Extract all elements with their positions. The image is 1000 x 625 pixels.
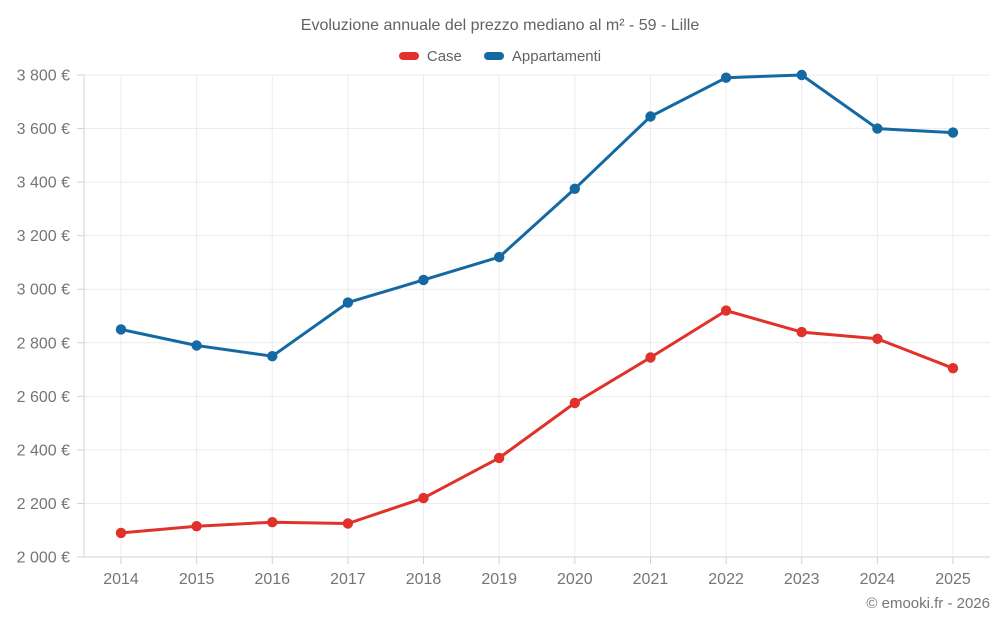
- legend-swatch-case-icon: [398, 52, 419, 60]
- y-tick-label-2600: 2 600 €: [17, 389, 70, 406]
- data-point-case-2014[interactable]: [115, 527, 127, 539]
- y-tick-label-2400: 2 400 €: [17, 442, 70, 459]
- y-tick-label-2800: 2 800 €: [17, 335, 70, 352]
- x-tick-label-2020: 2020: [557, 571, 593, 588]
- y-tick-label-2200: 2 200 €: [17, 496, 70, 513]
- data-point-case-2024[interactable]: [872, 333, 883, 344]
- data-point-case-2015[interactable]: [191, 521, 202, 532]
- data-point-appartamenti-2022[interactable]: [720, 72, 732, 83]
- chart-title: Evoluzione annuale del prezzo mediano al…: [300, 17, 700, 34]
- y-tick-label-3200: 3 200 €: [17, 228, 70, 245]
- legend-item-appartamenti[interactable]: Appartamenti: [483, 47, 602, 65]
- y-tick-label-2000: 2 000 €: [17, 550, 70, 567]
- y-tick-label-3400: 3 400 €: [17, 175, 70, 192]
- legend-label-appartamenti: Appartamenti: [511, 47, 602, 65]
- x-tick-label-2015: 2015: [179, 571, 215, 588]
- legend-item-case[interactable]: Case: [398, 47, 462, 65]
- data-point-appartamenti-2025[interactable]: [947, 127, 959, 138]
- data-point-case-2022[interactable]: [720, 305, 732, 316]
- data-point-appartamenti-2024[interactable]: [872, 123, 883, 134]
- x-tick-label-2021: 2021: [633, 571, 669, 588]
- y-tick-label-3000: 3 000 €: [17, 282, 70, 299]
- data-point-appartamenti-2016[interactable]: [267, 351, 278, 362]
- data-point-appartamenti-2018[interactable]: [418, 274, 429, 286]
- series-line-case: [119, 309, 955, 535]
- x-tick-label-2019: 2019: [481, 571, 517, 588]
- y-tick-label-3600: 3 600 €: [17, 121, 70, 138]
- data-point-appartamenti-2021[interactable]: [645, 111, 656, 122]
- legend-swatch-appartamenti-icon: [483, 52, 504, 60]
- data-point-case-2023[interactable]: [796, 326, 807, 338]
- data-point-case-2016[interactable]: [267, 517, 278, 528]
- data-point-case-2017[interactable]: [342, 518, 354, 529]
- data-point-appartamenti-2019[interactable]: [494, 251, 505, 263]
- x-tick-label-2018: 2018: [406, 571, 442, 588]
- data-point-appartamenti-2014[interactable]: [115, 324, 127, 335]
- data-point-case-2021[interactable]: [645, 352, 656, 363]
- x-tick-label-2022: 2022: [708, 571, 744, 588]
- chart-legend: Case Appartamenti: [0, 46, 1000, 66]
- y-tick-label-3800: 3 800 €: [17, 68, 70, 85]
- data-point-appartamenti-2020[interactable]: [569, 183, 580, 194]
- data-point-appartamenti-2023[interactable]: [796, 69, 807, 81]
- data-point-appartamenti-2015[interactable]: [191, 340, 202, 351]
- x-tick-label-2014: 2014: [103, 571, 139, 588]
- x-tick-label-2025: 2025: [935, 571, 971, 588]
- data-point-appartamenti-2017[interactable]: [342, 297, 354, 308]
- x-tick-label-2023: 2023: [784, 571, 820, 588]
- copyright-footer: © emooki.fr - 2026: [866, 595, 990, 612]
- data-point-case-2020[interactable]: [569, 397, 580, 409]
- series-line-appartamenti: [119, 73, 955, 358]
- data-point-case-2025[interactable]: [947, 363, 959, 374]
- data-point-case-2019[interactable]: [494, 452, 505, 464]
- legend-label-case: Case: [426, 47, 462, 65]
- x-tick-label-2016: 2016: [254, 571, 290, 588]
- x-tick-label-2024: 2024: [860, 571, 896, 588]
- data-point-case-2018[interactable]: [418, 492, 429, 504]
- x-tick-label-2017: 2017: [330, 571, 366, 588]
